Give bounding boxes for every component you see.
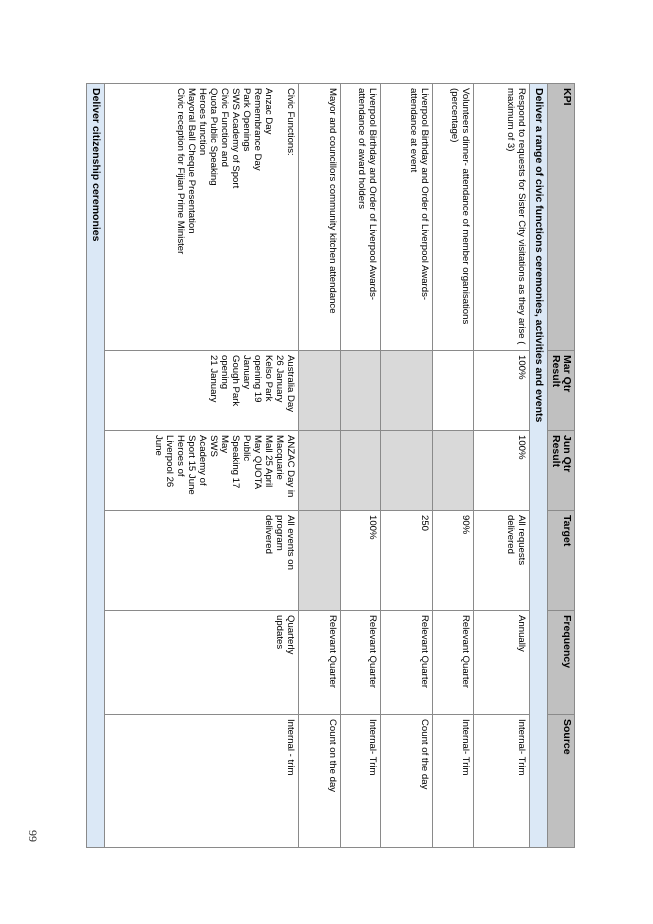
- source-cell: Internal- Trim: [473, 714, 530, 848]
- frequency-cell: Relevant Quarter: [298, 610, 341, 715]
- table-row: Liverpool Birthday and Order of Liverpoo…: [340, 83, 381, 848]
- target-cell: 100%: [340, 510, 381, 611]
- section-row: Deliver a range of civic functions cerem…: [529, 83, 548, 848]
- jun-line: Public: [241, 435, 252, 462]
- frequency-cell: Annually: [473, 610, 530, 715]
- section-row: Deliver citizenship ceremonies: [86, 83, 105, 848]
- table-row: Liverpool Birthday and Order of Liverpoo…: [380, 83, 433, 848]
- jun-cell: [432, 430, 474, 511]
- frequency-cell: Relevant Quarter: [380, 610, 433, 715]
- list-item: Civic reception for Fijian Prime Ministe…: [175, 88, 186, 255]
- civic-jun-cell: ANZAC Day in Macquarie Mall 25 April May…: [104, 430, 299, 511]
- jun-line: Macquarie: [274, 435, 285, 480]
- jun-line: Sport 15 June: [186, 435, 197, 495]
- header-kpi: KPI: [547, 83, 575, 351]
- kpi-cell: Volunteers dinner- attendance of member …: [432, 83, 474, 351]
- kpi-cell: Liverpool Birthday and Order of Liverpoo…: [340, 83, 381, 351]
- rotated-page: KPI Mar Qtr Result Jun Qtr Result Target…: [86, 83, 575, 848]
- frequency-cell: Relevant Quarter: [340, 610, 381, 715]
- header-jun: Jun Qtr Result: [547, 430, 575, 511]
- header-frequency: Frequency: [547, 610, 575, 715]
- header-row: KPI Mar Qtr Result Jun Qtr Result Target…: [547, 83, 575, 848]
- civic-frequency-cell: Quarterly updates: [104, 610, 299, 715]
- mar-line: Kelso Park: [263, 355, 274, 402]
- target-cell: All requests delivered: [473, 510, 530, 611]
- kpi-cell: Liverpool Birthday and Order of Liverpoo…: [380, 83, 433, 351]
- kpi-table: KPI Mar Qtr Result Jun Qtr Result Target…: [86, 83, 575, 848]
- frequency-line: Quarterly: [285, 615, 296, 655]
- civic-source-cell: Internal - trim: [104, 714, 299, 848]
- civic-target-cell: All events on program delivered: [104, 510, 299, 611]
- jun-line: May: [219, 435, 230, 454]
- table-row: Volunteers dinner- attendance of member …: [432, 83, 474, 848]
- jun-line: Liverpool 26: [164, 435, 175, 488]
- target-cell: 250: [380, 510, 433, 611]
- source-cell: Internal- Trim: [340, 714, 381, 848]
- mar-line: opening 19: [252, 355, 263, 403]
- source-cell: Count of the day: [380, 714, 433, 848]
- section-heading: Deliver citizenship ceremonies: [86, 83, 105, 848]
- target-line: program: [274, 515, 285, 551]
- frequency-line: updates: [274, 615, 285, 650]
- mar-cell: [340, 350, 381, 431]
- jun-cell: [380, 430, 433, 511]
- list-item: Quota Public Speaking: [208, 88, 219, 186]
- header-source: Source: [547, 714, 575, 848]
- mar-line: opening: [219, 355, 230, 390]
- table-row: Respond to requests for Sister City visi…: [473, 83, 530, 848]
- jun-line: May QUOTA: [252, 435, 263, 490]
- mar-line: Australia Day: [285, 355, 296, 413]
- list-item: Civic Function and: [219, 88, 230, 167]
- civic-title: Civic Functions:: [285, 88, 296, 156]
- target-cell: [298, 510, 341, 611]
- target-cell: 90%: [432, 510, 474, 611]
- target-line: All events on: [285, 515, 296, 570]
- list-item: Mayoral Ball Cheque Presentation: [186, 88, 197, 234]
- mar-cell: 100%: [473, 350, 530, 431]
- frequency-cell: Relevant Quarter: [432, 610, 474, 715]
- kpi-cell: Mayor and councillors community kitchen …: [298, 83, 341, 351]
- jun-line: June: [153, 435, 164, 456]
- source-cell: Count on the day: [298, 714, 341, 848]
- civic-mar-cell: Australia Day 26 January Kelso Park open…: [104, 350, 299, 431]
- list-item: Remembrance Day: [252, 88, 263, 171]
- jun-cell: [298, 430, 341, 511]
- mar-line: 21 January: [208, 355, 219, 403]
- mar-line: January: [241, 355, 252, 390]
- jun-cell: 100%: [473, 430, 530, 511]
- list-item: Park Openings: [241, 88, 252, 152]
- list-item: SWS Academy of Sport: [230, 88, 241, 189]
- mar-cell: [432, 350, 474, 431]
- mar-line: 26 January: [274, 355, 285, 403]
- table-row: Mayor and councillors community kitchen …: [298, 83, 341, 848]
- civic-kpi-cell: Civic Functions: Anzac Day Remembrance D…: [104, 83, 299, 351]
- kpi-cell: Respond to requests for Sister City visi…: [473, 83, 530, 351]
- mar-cell: [298, 350, 341, 431]
- header-mar: Mar Qtr Result: [547, 350, 575, 431]
- mar-cell: [380, 350, 433, 431]
- jun-line: ANZAC Day in: [285, 435, 296, 498]
- header-target: Target: [547, 510, 575, 611]
- jun-cell: [340, 430, 381, 511]
- section-heading: Deliver a range of civic functions cerem…: [529, 83, 548, 848]
- jun-line: Speaking 17: [230, 435, 241, 489]
- mar-line: Gough Park: [230, 355, 241, 407]
- jun-line: Academy of: [197, 435, 208, 486]
- list-item: Anzac Day: [263, 88, 274, 135]
- page-number: 99: [26, 830, 40, 842]
- jun-line: Heroes of: [175, 435, 186, 477]
- target-line: delivered: [263, 515, 274, 554]
- civic-functions-row: Civic Functions: Anzac Day Remembrance D…: [104, 83, 299, 848]
- source-cell: Internal- Trim: [432, 714, 474, 848]
- jun-line: SWS: [208, 435, 219, 457]
- list-item: Heroes function: [197, 88, 208, 156]
- jun-line: Mall 25 April: [263, 435, 274, 488]
